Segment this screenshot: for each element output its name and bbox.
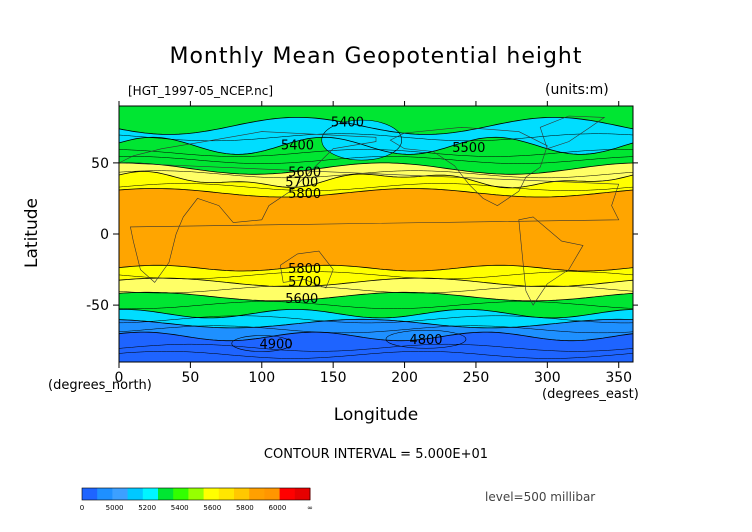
coastline <box>389 126 548 206</box>
y-tick-label: 50 <box>91 156 109 172</box>
colorbar-tick-label: 5400 <box>171 504 189 512</box>
colorbar-tick-label: 5800 <box>236 504 254 512</box>
band-south-5200-5400 <box>119 309 633 328</box>
colorbar-swatch <box>264 488 281 500</box>
colorbar-swatch <box>234 488 250 500</box>
contour-line <box>119 156 633 164</box>
contour-line <box>119 277 633 287</box>
colorbar: 0 5000 5200 5400 5600 5800 6000 ∞ <box>80 487 313 512</box>
colorbar-tick-label: ∞ <box>307 504 313 512</box>
contour-line <box>119 133 633 142</box>
colorbar-tick-label: 0 <box>80 504 84 512</box>
x-tick-label: 100 <box>248 370 275 386</box>
plot-area <box>119 106 633 362</box>
contour-label: 5600 <box>288 165 321 180</box>
colorbar-tick-label: 5000 <box>106 504 124 512</box>
band-north-5700-5800 <box>119 171 633 197</box>
contour-label: 5700 <box>288 275 321 290</box>
x-tick-label: 50 <box>181 370 199 386</box>
colorbar-swatch <box>97 488 113 500</box>
colorbar-swatch <box>218 488 235 500</box>
colorbar-swatch <box>82 488 98 500</box>
colorbar-swatch <box>142 488 159 500</box>
chart-title: Monthly Mean Geopotential height <box>169 44 583 69</box>
contour-label: 5400 <box>281 138 314 153</box>
contour-line <box>119 170 633 179</box>
contour-line <box>119 149 633 157</box>
colorbar-tick-label: 5600 <box>203 504 221 512</box>
colorbar-swatch <box>279 488 296 500</box>
x-tick-label: 150 <box>320 370 347 386</box>
contour-label: 4800 <box>409 333 442 348</box>
contour-line <box>119 171 633 189</box>
low-center-contour <box>385 329 467 349</box>
level-label: level=500 millibar <box>485 490 596 504</box>
contour-label: 5500 <box>452 141 485 156</box>
coastline <box>119 131 620 283</box>
contour-label: 4900 <box>260 338 293 353</box>
colorbar-swatch <box>173 488 189 500</box>
colorbar-swatch <box>158 488 174 500</box>
file-label: [HGT_1997-05_NCEP.nc] <box>128 84 274 98</box>
contour-line <box>119 291 633 302</box>
colorbar-tick-label: 5200 <box>138 504 156 512</box>
contour-label: 5600 <box>285 292 318 307</box>
contour-line <box>119 264 633 272</box>
band-south-5400-5600 <box>119 292 633 318</box>
band-south-5700-5800 <box>119 265 633 287</box>
contour-line <box>119 325 633 334</box>
axes: 0 50 100 150 200 250 300 350 50 0 -50 <box>86 101 638 386</box>
contour-label: 5400 <box>331 116 364 131</box>
colorbar-swatch <box>127 488 144 500</box>
band-south-5600-5700 <box>119 278 633 301</box>
contour-line <box>119 315 633 324</box>
contour-line <box>119 117 633 135</box>
contour-interval-label: CONTOUR INTERVAL = 5.000E+01 <box>263 447 489 462</box>
low-center-contour <box>231 335 293 352</box>
band-north-polar <box>119 106 633 135</box>
colorbar-swatch <box>294 488 311 500</box>
x-tick-label: 200 <box>391 370 418 386</box>
units-label: (units:m) <box>545 82 609 98</box>
band-south-5000-5200 <box>119 319 633 341</box>
x-tick-label: 0 <box>115 370 124 386</box>
colorbar-swatch <box>203 488 220 500</box>
colorbar-frame <box>81 487 311 501</box>
colorbar-swatch <box>112 488 129 500</box>
band-south-below-5000 <box>119 332 633 362</box>
contour-label: 5700 <box>285 175 318 190</box>
contour-line <box>119 309 633 319</box>
contour-line <box>119 301 633 309</box>
contour-line <box>119 285 633 294</box>
x-tick-label: 300 <box>534 370 561 386</box>
y-tick-label: 0 <box>100 227 109 243</box>
contour-line <box>119 162 633 175</box>
colorbar-swatch <box>249 488 265 500</box>
coastline <box>539 115 606 150</box>
contour-line <box>119 351 633 359</box>
contour-line <box>119 318 633 329</box>
x-tick-label: 250 <box>463 370 490 386</box>
contour-label: 5800 <box>288 262 321 277</box>
x-axis-label: Longitude <box>333 405 419 425</box>
contour-line <box>119 331 633 342</box>
y-tick-label: -50 <box>86 298 109 314</box>
colorbar-swatch <box>188 488 205 500</box>
contour-line <box>119 271 633 280</box>
contour-line <box>119 343 633 352</box>
x-units-label: (degrees_east) <box>542 387 639 402</box>
colorbar-tick-label: 6000 <box>269 504 287 512</box>
coastline <box>279 250 334 289</box>
contour-label: 5800 <box>288 187 321 202</box>
contour-line <box>119 188 633 198</box>
coastline <box>518 216 584 306</box>
contour-line <box>119 183 633 191</box>
x-tick-label: 350 <box>605 370 632 386</box>
y-units-label: (degrees_north) <box>48 378 152 393</box>
